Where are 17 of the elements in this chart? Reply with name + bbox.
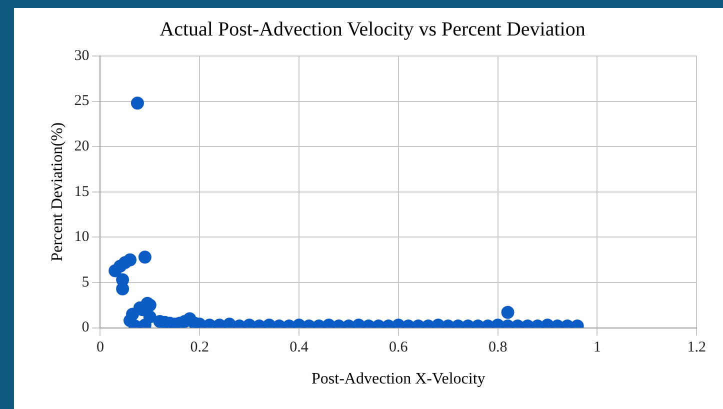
y-tick-label: 25	[74, 93, 90, 110]
y-tick-label: 0	[82, 320, 90, 336]
x-tick-label: 1.2	[687, 340, 706, 356]
y-tick-label: 10	[74, 229, 90, 246]
x-tick-label: 0	[96, 340, 104, 356]
x-tick-label: 0.4	[290, 340, 309, 356]
x-tick-label: 0.6	[389, 340, 408, 356]
y-tick-label: 20	[74, 138, 90, 155]
chart-title: Actual Post-Advection Velocity vs Percent Deviation	[160, 18, 586, 40]
x-tick-label: 1	[593, 340, 601, 356]
y-tick-label: 5	[82, 274, 90, 290]
y-axis-title: Percent Deviation(%)	[48, 122, 66, 262]
y-tick-label: 15	[74, 184, 90, 200]
x-tick-label: 0.8	[488, 340, 508, 356]
y-tick-label: 30	[74, 48, 90, 64]
x-axis-title: Post-Advection X-Velocity	[312, 370, 486, 388]
x-tick-label: 0.2	[190, 340, 209, 356]
